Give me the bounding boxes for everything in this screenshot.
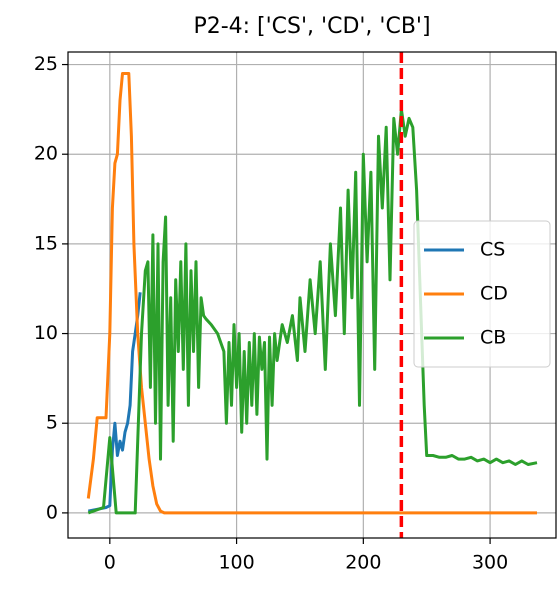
legend-label: CD [480,283,508,305]
line-series [88,292,142,513]
legend-box [413,220,551,368]
line-series [86,72,537,515]
legend-label: CS [480,239,505,261]
y-tick-label: 20 [34,143,58,165]
y-tick-label: 10 [34,322,58,344]
plot-frame [67,51,557,539]
legend-label: CB [480,327,506,349]
chart-title: P2-4: ['CS', 'CD', 'CB'] [193,14,430,39]
y-tick-label: 25 [34,53,58,75]
y-tick-label: 0 [46,501,58,523]
line-series [87,107,538,515]
y-tick-label: 5 [46,412,58,434]
x-tick-label: 100 [218,552,254,574]
x-tick-label: 200 [345,552,381,574]
y-tick-label: 15 [34,232,58,254]
x-tick-label: 300 [472,552,508,574]
x-tick-label: 0 [104,552,116,574]
